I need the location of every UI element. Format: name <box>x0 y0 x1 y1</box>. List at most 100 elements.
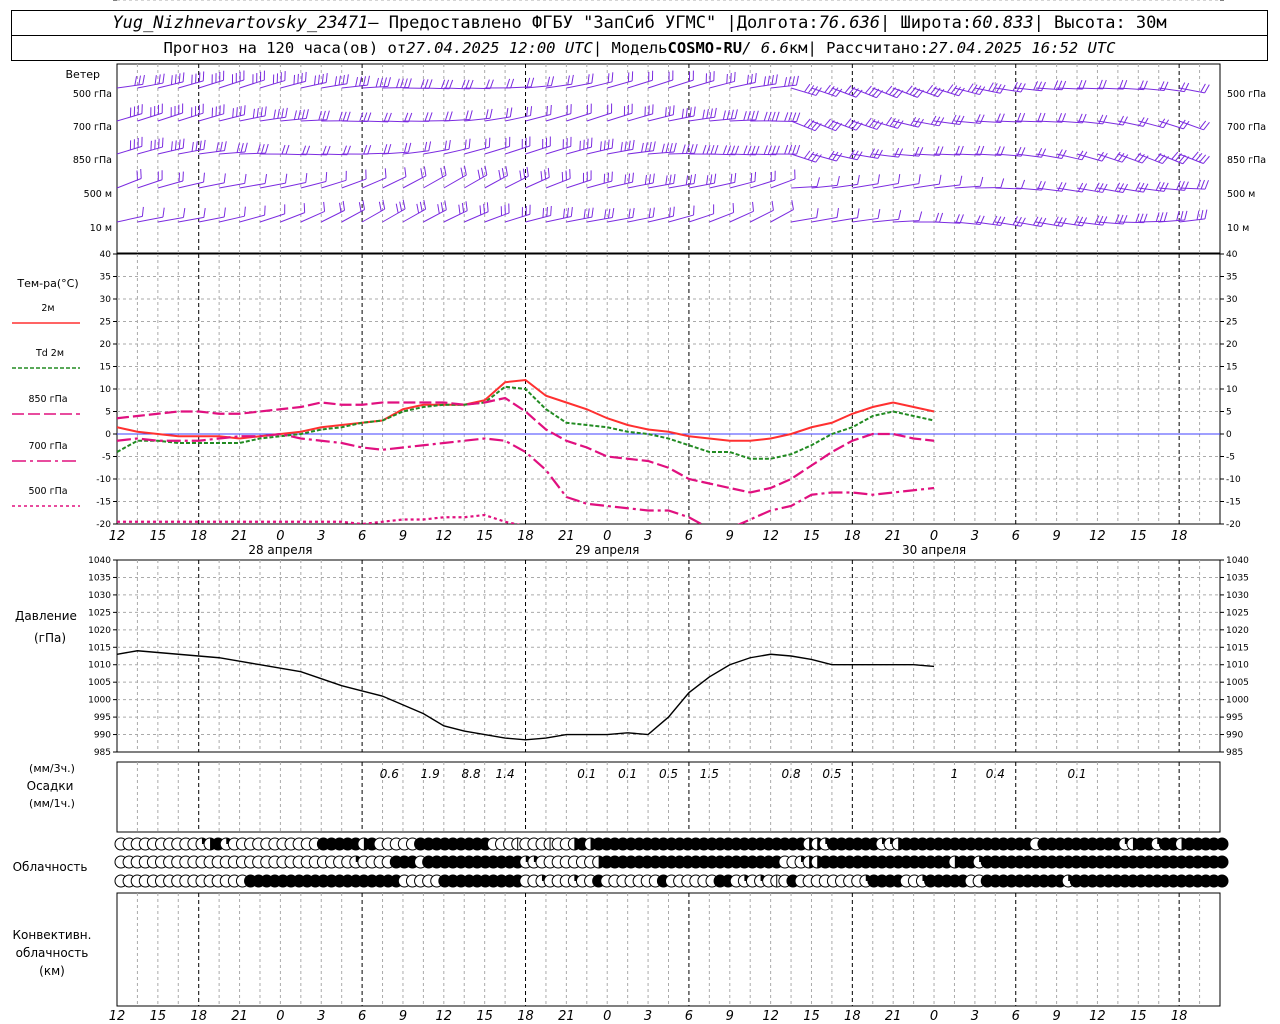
temp-xtick-label: 15 <box>150 529 167 544</box>
wind-barb <box>811 150 843 162</box>
temp-ytick-label-left: 25 <box>100 318 111 328</box>
wind-barb <box>137 103 163 122</box>
alt-label: | Высота: 30м <box>1033 13 1167 33</box>
prec-ytick-label-left: 5 <box>105 0 111 3</box>
temp-xtick-label: 12 <box>436 529 453 544</box>
wind-barb <box>586 103 613 122</box>
wind-barb <box>137 137 164 155</box>
precip-total-label: 0.6 <box>380 767 399 781</box>
pres-ytick-label-left: 1000 <box>88 696 111 706</box>
wind-barb <box>1179 209 1208 223</box>
wind-level-label-right: 850 гПа <box>1227 155 1266 166</box>
wind-barb <box>198 70 225 89</box>
wind-barb <box>668 106 696 122</box>
bottom-xtick-label: 15 <box>150 1009 167 1024</box>
conv-ytick-label-left: 12 <box>100 0 111 3</box>
prec-ytick-label-right: 1 <box>1226 0 1232 3</box>
wind-barb <box>382 142 412 155</box>
temp-legend-label-0: 2м <box>41 303 54 314</box>
wind-barb <box>423 79 454 90</box>
wind-barb <box>504 106 533 122</box>
pressure-panel-label: Давление <box>15 609 77 623</box>
wind-barb <box>382 167 407 189</box>
pres-ytick-label-right: 1025 <box>1226 608 1249 618</box>
temp-series-3 <box>117 432 935 524</box>
pres-ytick-label-left: 990 <box>94 731 111 741</box>
temp-ytick-label-right: 5 <box>1226 408 1232 418</box>
conv-ytick-label-left: 0 <box>105 0 111 3</box>
prec-ytick-label-right: 4 <box>1226 0 1232 3</box>
wind-barb <box>934 214 964 224</box>
wind-barb <box>505 77 535 89</box>
pres-ytick-label-right: 985 <box>1226 748 1243 758</box>
wind-barb <box>1158 119 1190 130</box>
wind-barb <box>729 145 760 156</box>
wind-barb <box>668 205 695 223</box>
wind-barb <box>219 206 246 223</box>
wind-barb <box>1117 182 1149 193</box>
computed-prefix: | Рассчитано: <box>807 39 929 57</box>
wind-barb <box>750 74 778 89</box>
wind-barb <box>668 143 698 155</box>
wind-barb <box>137 170 163 189</box>
bottom-xtick-label: 15 <box>803 1009 820 1024</box>
wind-barb <box>709 145 740 156</box>
wind-barb <box>1036 149 1067 159</box>
wind-barb <box>668 70 694 89</box>
temp-xtick-label: 18 <box>517 529 534 544</box>
bottom-xtick-label: 3 <box>644 1009 652 1024</box>
wind-barb <box>647 70 674 89</box>
bottom-xtick-label: 18 <box>517 1009 534 1024</box>
wind-barb <box>1056 182 1088 193</box>
pressure-unit-label: (гПа) <box>34 631 66 645</box>
wind-barb <box>872 147 904 158</box>
temp-xtick-label: 3 <box>971 529 979 544</box>
bottom-xtick-label: 15 <box>1130 1009 1147 1024</box>
wind-level-label-right: 10 м <box>1227 223 1249 234</box>
wind-barb <box>1158 210 1188 223</box>
station-name: Yug_Nizhnevartovsky_23471 <box>112 13 369 33</box>
wind-barb <box>382 112 413 123</box>
wind-barb <box>361 168 387 189</box>
wind-barb <box>872 210 902 223</box>
conv-ytick-label-left: 4 <box>105 0 111 3</box>
wind-barb <box>566 170 592 189</box>
wind-barb <box>464 108 493 122</box>
wind-barb <box>116 74 145 89</box>
wind-barb <box>831 149 863 161</box>
temp-xtick-label: 9 <box>726 529 734 544</box>
wind-barb <box>1138 181 1169 192</box>
wind-level-label-left: 500 гПа <box>73 89 112 100</box>
wind-barb <box>219 142 248 155</box>
wind-barb <box>1036 112 1067 123</box>
precip-total-label: 0.1 <box>577 767 596 781</box>
temp-xtick-label: 12 <box>109 529 126 544</box>
wind-barb <box>259 204 286 223</box>
pres-ytick-label-right: 1000 <box>1226 696 1249 706</box>
date-label: 28 апреля <box>248 543 312 557</box>
temp-ytick-label-right: 0 <box>1226 430 1232 440</box>
wind-barb <box>198 104 225 122</box>
temp-xtick-label: 15 <box>803 529 820 544</box>
wind-barb <box>157 138 185 155</box>
temp-ytick-label-right: -20 <box>1226 520 1241 530</box>
header-line-1: Yug_Nizhnevartovsky_23471 – Предоставлен… <box>11 10 1268 36</box>
wind-barb <box>382 199 406 223</box>
pres-ytick-label-left: 985 <box>94 748 111 758</box>
temp-ytick-label-left: 40 <box>100 250 112 260</box>
wind-barb <box>443 79 474 90</box>
pres-ytick-label-left: 1035 <box>88 573 111 583</box>
conv-ytick-label-right: 8 <box>1226 0 1232 3</box>
wind-barb <box>218 70 245 89</box>
wind-level-label-left: 500 м <box>84 189 112 200</box>
precip-total-label: 0.8 <box>782 767 801 781</box>
bottom-xtick-label: 12 <box>762 1009 779 1024</box>
pres-ytick-label-right: 1015 <box>1226 643 1249 653</box>
temp-xtick-label: 18 <box>1171 529 1188 544</box>
wind-barb <box>157 207 186 223</box>
wind-barb <box>178 103 204 122</box>
wind-barb <box>729 201 754 223</box>
temp-xtick-label: 3 <box>317 529 325 544</box>
wind-barb <box>239 205 266 223</box>
temp-ytick-label-left: -15 <box>96 498 111 508</box>
